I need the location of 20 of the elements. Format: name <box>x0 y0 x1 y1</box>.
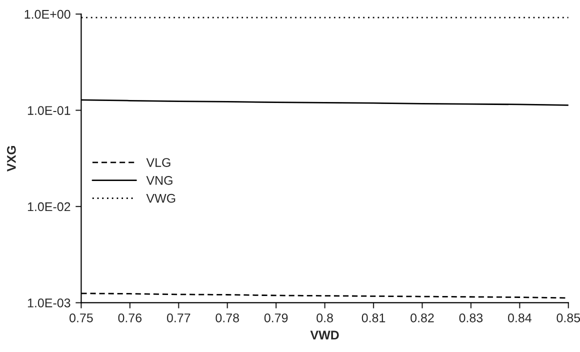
x-axis-title: VWD <box>310 330 339 340</box>
x-tick-label: 0.81 <box>362 313 386 322</box>
legend-label: VNG <box>146 176 172 185</box>
x-tick-label: 0.84 <box>508 313 532 322</box>
legend-label: VLG <box>146 158 170 167</box>
x-tick-label: 0.75 <box>70 313 93 322</box>
x-tick-label: 0.85 <box>556 313 580 322</box>
y-tick-label: 1.0E-03 <box>28 298 70 308</box>
x-tick-label: 0.83 <box>459 313 483 322</box>
legend-label: VWG <box>146 194 176 203</box>
y-tick-label: 1.0E-02 <box>28 202 70 212</box>
y-axis-title: VXG <box>6 146 16 172</box>
x-tick-label: 0.82 <box>410 313 434 322</box>
x-tick-label: 0.78 <box>216 313 239 322</box>
x-tick-label: 0.8 <box>316 313 333 322</box>
y-tick-label: 1.0E+00 <box>24 10 70 19</box>
x-tick-label: 0.76 <box>118 313 142 322</box>
y-tick-label: 1.0E-01 <box>28 106 70 115</box>
x-tick-label: 0.79 <box>264 313 288 322</box>
x-tick-label: 0.77 <box>166 313 190 322</box>
